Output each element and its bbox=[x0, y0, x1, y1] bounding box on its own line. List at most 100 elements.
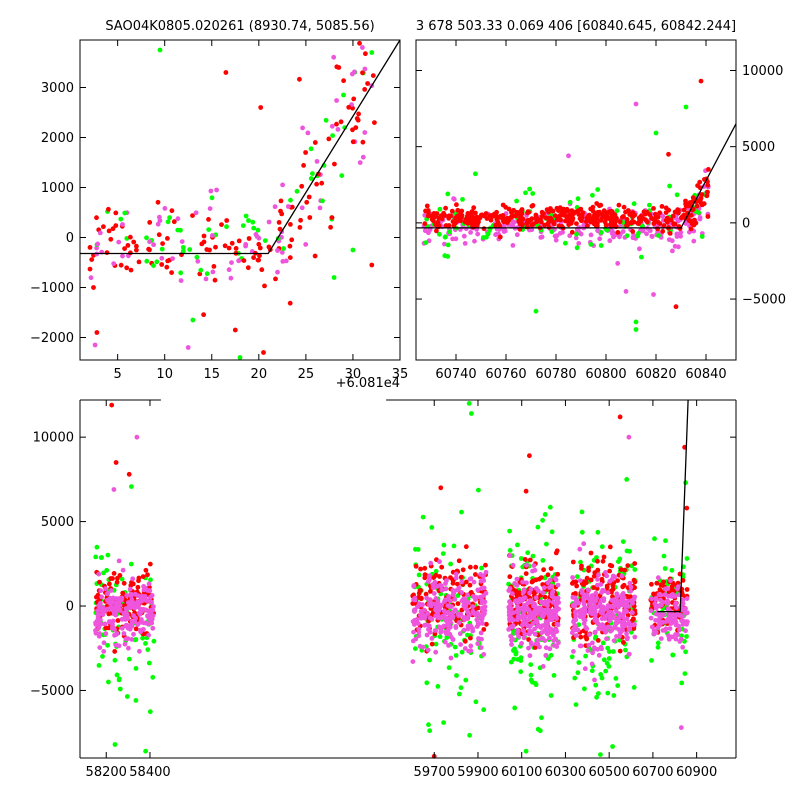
data-point-red bbox=[91, 285, 96, 290]
data-point-green bbox=[458, 685, 464, 691]
data-point-pink bbox=[510, 243, 516, 248]
data-point-green bbox=[424, 680, 430, 686]
data-point-pink bbox=[525, 607, 531, 612]
data-point-pink bbox=[101, 649, 107, 654]
data-point-red bbox=[425, 213, 431, 219]
data-point-green bbox=[572, 675, 578, 681]
data-point-green bbox=[548, 652, 554, 658]
data-point-green bbox=[598, 672, 604, 677]
data-point-pink bbox=[95, 241, 101, 247]
data-point-green bbox=[116, 676, 122, 682]
data-point-pink bbox=[662, 628, 668, 633]
data-point-red bbox=[423, 591, 429, 597]
data-point-pink bbox=[614, 591, 620, 597]
data-point-pink bbox=[581, 598, 586, 604]
data-point-red bbox=[483, 562, 488, 568]
data-point-pink bbox=[581, 223, 587, 228]
data-point-pink bbox=[349, 71, 355, 77]
data-point-pink bbox=[426, 229, 431, 235]
data-point-pink bbox=[622, 599, 627, 605]
data-point-green bbox=[699, 234, 705, 239]
data-point-red bbox=[278, 198, 284, 204]
data-point-pink bbox=[128, 593, 134, 599]
data-point-pink bbox=[435, 583, 440, 589]
x-tick-label: 25 bbox=[298, 367, 315, 382]
x-tick-label: 10 bbox=[156, 367, 173, 382]
data-point-pink bbox=[447, 631, 453, 637]
data-point-red bbox=[204, 247, 210, 252]
data-point-pink bbox=[451, 196, 456, 202]
data-point-pink bbox=[452, 596, 458, 602]
data-point-red bbox=[299, 183, 305, 189]
data-point-pink bbox=[141, 587, 147, 593]
data-point-pink bbox=[123, 636, 129, 642]
data-point-pink bbox=[432, 628, 438, 633]
data-point-pink bbox=[586, 642, 592, 648]
y-tick-label: 1000 bbox=[41, 181, 74, 196]
data-point-green bbox=[320, 198, 325, 204]
data-point-green bbox=[542, 575, 548, 581]
data-point-red bbox=[570, 211, 576, 217]
data-point-red bbox=[600, 558, 606, 564]
data-point-pink bbox=[533, 595, 539, 601]
data-point-pink bbox=[453, 575, 459, 581]
data-point-red bbox=[121, 580, 127, 586]
data-point-green bbox=[145, 647, 151, 652]
data-point-pink bbox=[534, 586, 539, 591]
data-point-pink bbox=[453, 607, 458, 613]
data-point-pink bbox=[570, 575, 575, 580]
data-point-pink bbox=[335, 126, 341, 132]
data-point-pink bbox=[524, 580, 529, 586]
y-tick-label: 3000 bbox=[41, 81, 74, 96]
data-point-pink bbox=[553, 627, 559, 632]
x-tick-label: 20 bbox=[251, 367, 268, 382]
data-point-red bbox=[319, 180, 325, 186]
data-point-red bbox=[564, 206, 570, 212]
data-point-pink bbox=[592, 677, 597, 683]
data-point-red bbox=[360, 139, 366, 145]
data-point-red bbox=[463, 217, 469, 223]
data-point-pink bbox=[576, 600, 582, 606]
data-point-green bbox=[610, 744, 615, 749]
y-tick-label: −5000 bbox=[742, 293, 786, 308]
data-point-pink bbox=[657, 603, 663, 608]
data-point-red bbox=[454, 202, 459, 208]
data-point-red bbox=[683, 203, 689, 209]
data-point-green bbox=[96, 663, 102, 668]
data-point-red bbox=[534, 219, 540, 225]
data-point-red bbox=[539, 219, 544, 225]
data-point-pink bbox=[547, 585, 552, 590]
data-point-pink bbox=[123, 606, 129, 611]
data-point-red bbox=[671, 221, 677, 227]
data-point-pink bbox=[539, 608, 544, 614]
data-point-green bbox=[246, 218, 251, 223]
data-point-red bbox=[473, 572, 478, 577]
data-point-red bbox=[113, 210, 119, 216]
data-point-green bbox=[593, 634, 599, 640]
data-point-green bbox=[574, 231, 579, 237]
data-point-pink bbox=[450, 587, 456, 593]
data-point-red bbox=[601, 208, 607, 214]
data-point-pink bbox=[433, 613, 438, 619]
data-point-pink bbox=[597, 236, 603, 242]
data-point-red bbox=[131, 239, 137, 245]
data-point-pink bbox=[651, 292, 656, 297]
data-point-green bbox=[94, 544, 100, 550]
data-point-pink bbox=[461, 603, 467, 608]
data-point-pink bbox=[604, 573, 610, 579]
data-point-pink bbox=[479, 617, 484, 622]
data-point-pink bbox=[113, 608, 119, 614]
data-point-red bbox=[598, 218, 604, 223]
data-point-pink bbox=[614, 634, 619, 639]
data-point-pink bbox=[478, 578, 484, 584]
data-point-red bbox=[87, 245, 93, 250]
data-point-green bbox=[433, 641, 439, 647]
data-point-red bbox=[362, 87, 368, 92]
data-point-red bbox=[245, 265, 251, 271]
data-point-pink bbox=[459, 579, 465, 585]
data-point-pink bbox=[624, 621, 629, 627]
data-point-red bbox=[120, 590, 126, 596]
data-point-red bbox=[456, 558, 462, 564]
data-point-red bbox=[278, 208, 283, 214]
